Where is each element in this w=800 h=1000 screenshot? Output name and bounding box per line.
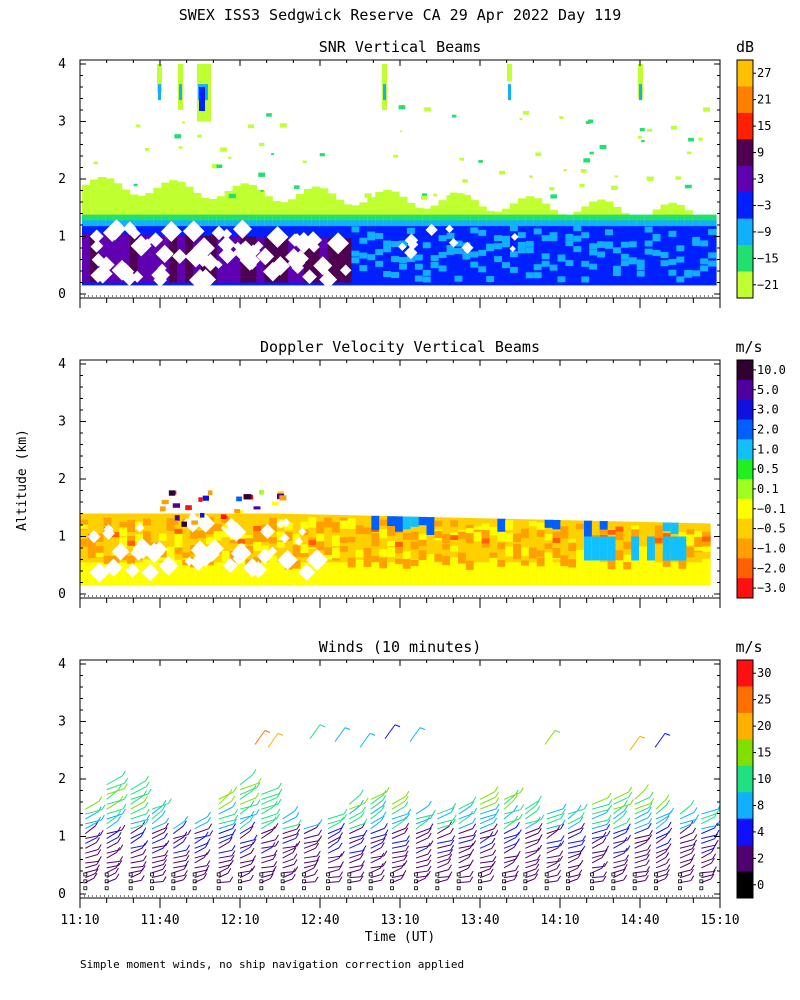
colorbar-label: 4 bbox=[757, 825, 764, 839]
colorbar-unit: m/s bbox=[735, 638, 762, 656]
footnote: Simple moment winds, no ship navigation … bbox=[80, 958, 465, 971]
colorbar-label: 27 bbox=[757, 66, 771, 80]
doppler-field bbox=[80, 489, 711, 586]
y-tick-label: 0 bbox=[58, 887, 66, 902]
colorbar-swatch bbox=[737, 218, 753, 246]
y-tick-label: 2 bbox=[58, 472, 66, 487]
colorbar-swatch bbox=[737, 459, 753, 480]
colorbar-label: 2.0 bbox=[757, 422, 779, 436]
colorbar-label: 3 bbox=[757, 172, 764, 186]
colorbar-label: −1.0 bbox=[757, 541, 786, 555]
snr-field bbox=[82, 64, 717, 292]
x-tick-label: 13:10 bbox=[380, 913, 419, 928]
y-tick-label: 2 bbox=[58, 172, 66, 187]
y-tick-label: 1 bbox=[58, 230, 66, 245]
colorbar-label: −0.1 bbox=[757, 502, 786, 516]
x-tick-label: 15:10 bbox=[700, 913, 739, 928]
y-axis-label: Altitude (km) bbox=[15, 429, 30, 531]
x-tick-label: 14:10 bbox=[540, 913, 579, 928]
colorbar-swatch bbox=[737, 518, 753, 539]
y-tick-label: 0 bbox=[58, 287, 66, 302]
x-tick-label: 12:40 bbox=[300, 913, 339, 928]
colorbar-label: 2 bbox=[757, 851, 764, 865]
colorbar-label: 25 bbox=[757, 693, 771, 707]
x-tick-label: 13:40 bbox=[460, 913, 499, 928]
colorbar-swatch bbox=[737, 538, 753, 559]
colorbar-swatch bbox=[737, 419, 753, 440]
y-tick-label: 1 bbox=[58, 830, 66, 845]
y-tick-label: 4 bbox=[58, 57, 66, 72]
colorbar-swatch bbox=[737, 192, 753, 219]
colorbar-swatch bbox=[737, 112, 753, 140]
colorbar-label: 10.0 bbox=[757, 363, 786, 377]
colorbar-label: 21 bbox=[757, 93, 771, 107]
colorbar-label: −21 bbox=[757, 278, 779, 292]
colorbar-swatch bbox=[737, 818, 753, 846]
colorbar-label: −3 bbox=[757, 198, 771, 212]
panel-title-3: Winds (10 minutes) bbox=[319, 638, 482, 656]
colorbar-label: 20 bbox=[757, 719, 771, 733]
x-tick-label: 11:10 bbox=[60, 913, 99, 928]
colorbar-swatch bbox=[737, 245, 753, 272]
colorbar-swatch bbox=[737, 271, 753, 299]
colorbar-swatch bbox=[737, 379, 753, 400]
colorbar-swatch bbox=[737, 765, 753, 793]
colorbar-swatch bbox=[737, 660, 753, 687]
colorbar-swatch bbox=[737, 845, 753, 872]
main-title: SWEX ISS3 Sedgwick Reserve CA 29 Apr 202… bbox=[178, 6, 622, 24]
colorbar-label: 0.1 bbox=[757, 482, 779, 496]
y-tick-label: 3 bbox=[58, 715, 66, 730]
colorbar-swatch bbox=[737, 739, 753, 767]
colorbar-label: 15 bbox=[757, 746, 771, 760]
x-tick-label: 14:40 bbox=[620, 913, 659, 928]
y-tick-label: 4 bbox=[58, 357, 66, 372]
colorbar-swatch bbox=[737, 399, 753, 420]
colorbar-label: 0 bbox=[757, 878, 764, 892]
colorbar-label: −15 bbox=[757, 251, 779, 265]
colorbar-label: 1.0 bbox=[757, 442, 779, 456]
colorbar-label: 5.0 bbox=[757, 383, 779, 397]
panel-title-2: Doppler Velocity Vertical Beams bbox=[260, 338, 540, 356]
y-tick-label: 4 bbox=[58, 657, 66, 672]
x-axis-label: Time (UT) bbox=[365, 930, 435, 945]
colorbar-swatch bbox=[737, 871, 753, 899]
y-tick-label: 3 bbox=[58, 115, 66, 130]
y-tick-label: 0 bbox=[58, 587, 66, 602]
colorbar-swatch bbox=[737, 686, 753, 714]
colorbar-label: 15 bbox=[757, 119, 771, 133]
colorbar-label: 0.5 bbox=[757, 462, 779, 476]
colorbar-label: 3.0 bbox=[757, 403, 779, 417]
colorbar-swatch bbox=[737, 498, 753, 519]
y-tick-label: 2 bbox=[58, 772, 66, 787]
panel-title-1: SNR Vertical Beams bbox=[319, 38, 482, 56]
colorbar-label: −2.0 bbox=[757, 561, 786, 575]
colorbar-label: −3.0 bbox=[757, 581, 786, 595]
colorbar-unit: m/s bbox=[735, 338, 762, 356]
colorbar-swatch bbox=[737, 86, 753, 114]
colorbar-label: 9 bbox=[757, 146, 764, 160]
wind-barbs bbox=[83, 724, 720, 891]
colorbar-swatch bbox=[737, 479, 753, 500]
colorbar-label: 30 bbox=[757, 666, 771, 680]
colorbar-label: −0.5 bbox=[757, 522, 786, 536]
colorbar-swatch bbox=[737, 712, 753, 740]
colorbar-label: 8 bbox=[757, 798, 764, 812]
colorbar-swatch bbox=[737, 792, 753, 819]
colorbar-swatch bbox=[737, 360, 753, 381]
colorbar-swatch bbox=[737, 558, 753, 579]
colorbar-swatch bbox=[737, 60, 753, 87]
colorbar-unit: dB bbox=[736, 38, 754, 56]
y-tick-label: 3 bbox=[58, 415, 66, 430]
colorbar-swatch bbox=[737, 439, 753, 460]
y-tick-label: 1 bbox=[58, 530, 66, 545]
colorbar-swatch bbox=[737, 139, 753, 167]
colorbar-label: 10 bbox=[757, 772, 771, 786]
colorbar-swatch bbox=[737, 165, 753, 193]
x-tick-label: 11:40 bbox=[140, 913, 179, 928]
colorbar-swatch bbox=[737, 578, 753, 599]
x-tick-label: 12:10 bbox=[220, 913, 259, 928]
colorbar-label: −9 bbox=[757, 225, 771, 239]
